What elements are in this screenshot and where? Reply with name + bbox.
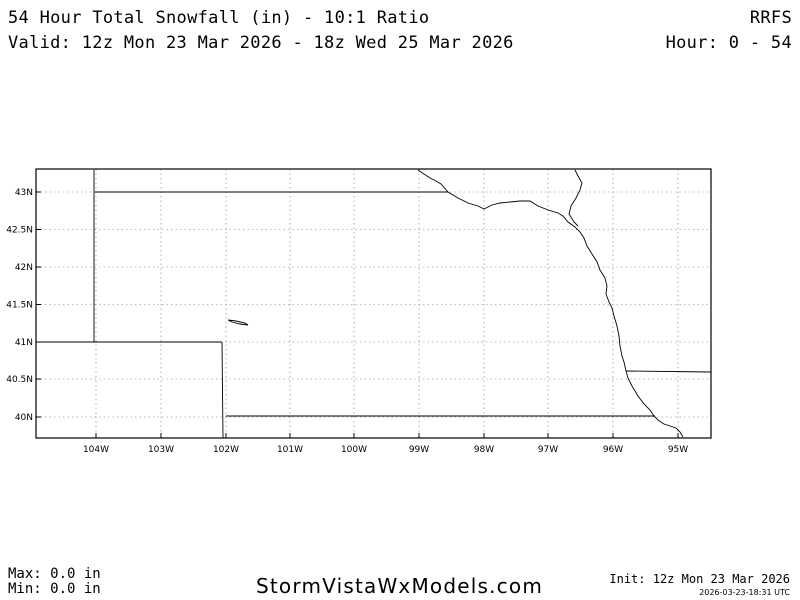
lon-label: 100W [341,445,367,455]
generated-time: 2026-03-23-18:31 UTC [699,588,790,597]
valid-period: Valid: 12z Mon 23 Mar 2026 - 18z Wed 25 … [8,33,514,53]
lat-label: 41N [15,338,33,348]
lon-label: 102W [213,445,239,455]
missouri-river-north [417,169,576,228]
init-time: Init: 12z Mon 23 Mar 2026 [609,572,790,586]
lon-label: 99W [409,445,429,455]
lon-label: 97W [538,445,558,455]
map-frame [35,168,712,439]
iowa-missouri-border [625,370,712,373]
lat-label: 41.5N [6,301,33,311]
min-value: Min: 0.0 in [8,581,101,597]
forecast-hours: Hour: 0 - 54 [665,33,792,53]
lon-label: 104W [83,445,109,455]
big-sioux-river [568,169,583,227]
state-borders [36,169,712,439]
lat-label: 43N [15,188,33,198]
site-link[interactable]: StormVistaWxModels.com [256,574,543,598]
lat-label: 40.5N [6,375,33,385]
map-title: 54 Hour Total Snowfall (in) - 10:1 Ratio [8,8,430,28]
lat-label: 40N [15,413,33,423]
latitude-ticks: 43N 42.5N 42N 41.5N 41N 40.5N 40N [6,188,41,423]
reservoir-outline [227,319,249,326]
missouri-river-east [574,226,684,438]
lat-label: 42N [15,263,33,273]
lon-label: 96W [603,445,623,455]
longitude-ticks: 104W 103W 102W 101W 100W 99W 98W 97W 96W 95W [83,433,688,455]
max-value: Max: 0.0 in [8,566,101,582]
lon-label: 98W [474,445,494,455]
lat-label: 42.5N [6,226,33,236]
colorado-nebraska-border [221,341,224,439]
lon-label: 101W [277,445,303,455]
model-name: RRFS [749,8,792,28]
lon-label: 95W [668,445,688,455]
lon-label: 103W [148,445,174,455]
